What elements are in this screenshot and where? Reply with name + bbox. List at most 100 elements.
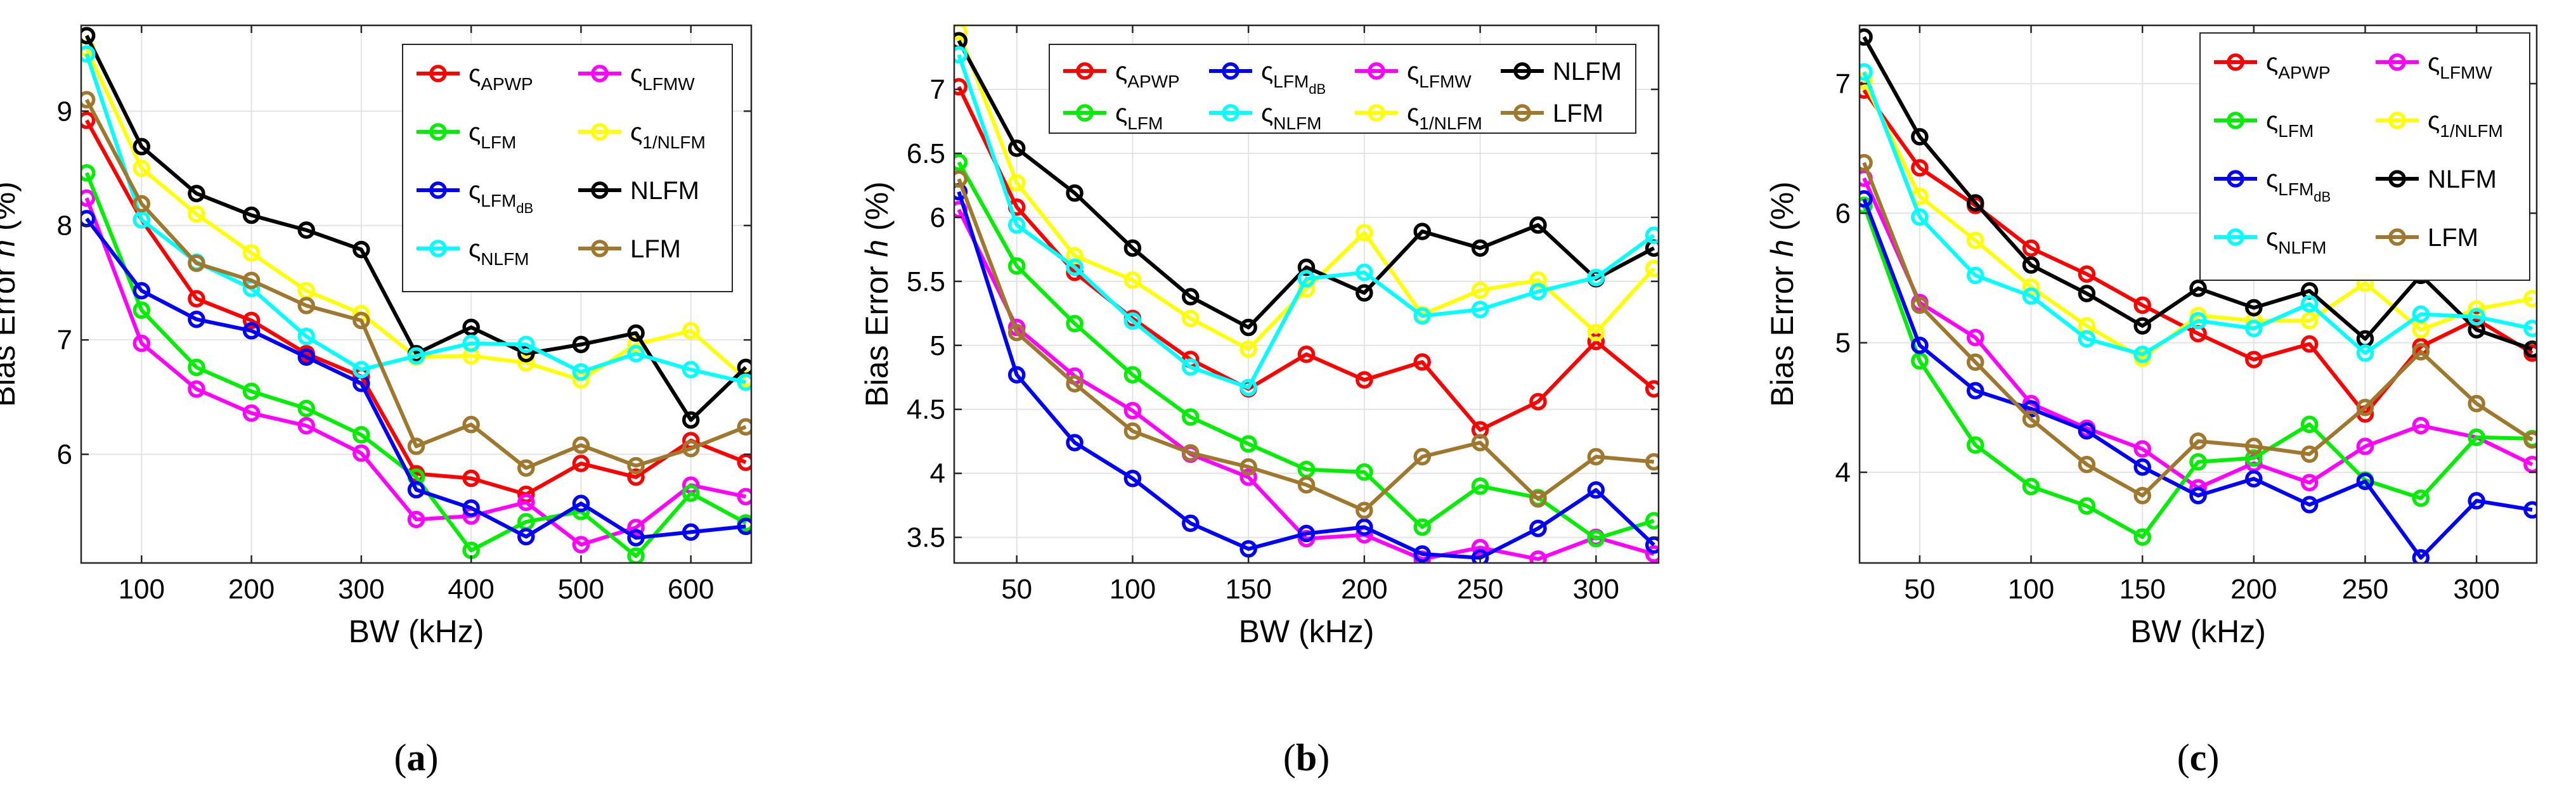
legend-label: ςLFMW [630,60,695,94]
data-point [1587,332,1605,351]
x-tick-label: 100 [2008,574,2054,605]
legend-sigma: ς [630,60,642,88]
data-point [1123,401,1142,420]
data-point [1966,382,1984,399]
data-point [2300,295,2319,313]
data-point [297,417,315,435]
data-point [2300,415,2319,434]
data-point [1123,366,1142,384]
data-point [2523,320,2537,337]
legend-item-lfmw: ςLFMW [578,60,695,94]
data-point [1911,127,1929,146]
y-axis-label-text: Bias Error [859,266,895,407]
data-point [954,170,968,188]
y-axis-label: Bias Error h (%) [0,181,22,407]
y-axis-label: Bias Error h (%) [859,181,895,407]
plot-area [81,27,751,563]
y-tick-label: 6 [1835,198,1851,229]
data-point [572,363,590,381]
legend-label: ςLFMdB [1261,58,1326,97]
series-line [957,161,1655,541]
series-nlfm-s [1860,63,2537,363]
data-point [1860,153,1873,172]
legend-sigma: ς [2266,224,2278,252]
data-point [81,112,96,129]
data-point [242,404,261,422]
legend-subscript: NLFM [1273,113,1321,133]
panel-label: (a) [394,737,439,779]
data-point [2412,305,2430,323]
data-point [188,184,205,202]
data-point [407,481,425,499]
legend-sigma: ς [1407,58,1419,86]
data-point [2078,265,2096,283]
legend-swatch-marker [2388,170,2406,188]
data-point [81,45,96,63]
legend-label: ςLFM [1115,100,1163,133]
data-point [627,519,645,536]
data-point [1007,323,1026,342]
data-point [1471,239,1489,257]
data-point [1529,271,1547,289]
legend-sigma: ς [2428,107,2440,135]
series-line [84,197,746,547]
data-point [737,488,751,506]
data-point [2523,290,2537,307]
legend-sigma: ς [469,235,481,263]
data-point [1587,448,1605,466]
x-axis-label: BW (kHz) [2130,614,2266,649]
legend-sigma: ς [2266,165,2278,193]
legend-label: ςLFMdB [469,177,533,216]
data-point [1007,366,1026,384]
data-point [1007,174,1026,192]
data-point [1645,453,1659,471]
data-point [1645,512,1659,530]
y-tick-label: 4.5 [907,394,945,425]
legend-label: LFM [2428,224,2478,252]
legend-swatch-marker [2388,112,2406,129]
legend-subscript: APWP [481,74,533,94]
legend-item-lfmdb: ςLFMdB [2214,165,2331,205]
data-point [1182,309,1200,328]
data-point [517,345,535,363]
data-point [1182,358,1200,376]
data-point [1860,63,1873,81]
series-lfm [81,91,751,477]
data-point [1966,231,1984,249]
legend-name: LFM [2428,224,2478,252]
data-point [2412,549,2430,563]
legend-name: NLFM [2428,165,2497,193]
data-point [2356,399,2374,417]
series-line [85,217,746,540]
data-point [2300,335,2319,353]
data-point [1587,529,1605,548]
data-point [572,436,590,454]
data-point [2468,429,2485,446]
data-point [1413,353,1431,371]
legend-subsubscript: dB [516,200,533,216]
data-point [682,484,700,502]
y-tick-label: 5 [930,330,945,361]
y-axis-label: Bias Error h (%) [1764,181,1800,407]
data-point [1007,257,1026,275]
legend-label: LFM [1553,100,1603,127]
data-point [954,153,968,171]
legend-swatch-marker [1222,62,1239,80]
legend-sigma: ς [2428,49,2440,77]
axes-box [953,24,1660,564]
legend-swatch-marker [429,240,447,257]
legend-subscript: LFM [2278,121,2314,141]
data-point [2133,458,2151,476]
data-point [1182,444,1200,462]
legend-subscript: APWP [1127,72,1179,91]
legend-swatch-marker [1513,62,1531,80]
y-axis-label-unit: (%) [859,181,895,231]
data-point [1911,336,1929,354]
series-line [1862,80,2533,361]
legend-subscript: LFM [481,132,516,152]
data-point [353,311,370,330]
data-point [188,380,205,398]
data-point [133,159,151,178]
data-point [1587,323,1605,342]
x-tick-label: 400 [448,574,494,605]
